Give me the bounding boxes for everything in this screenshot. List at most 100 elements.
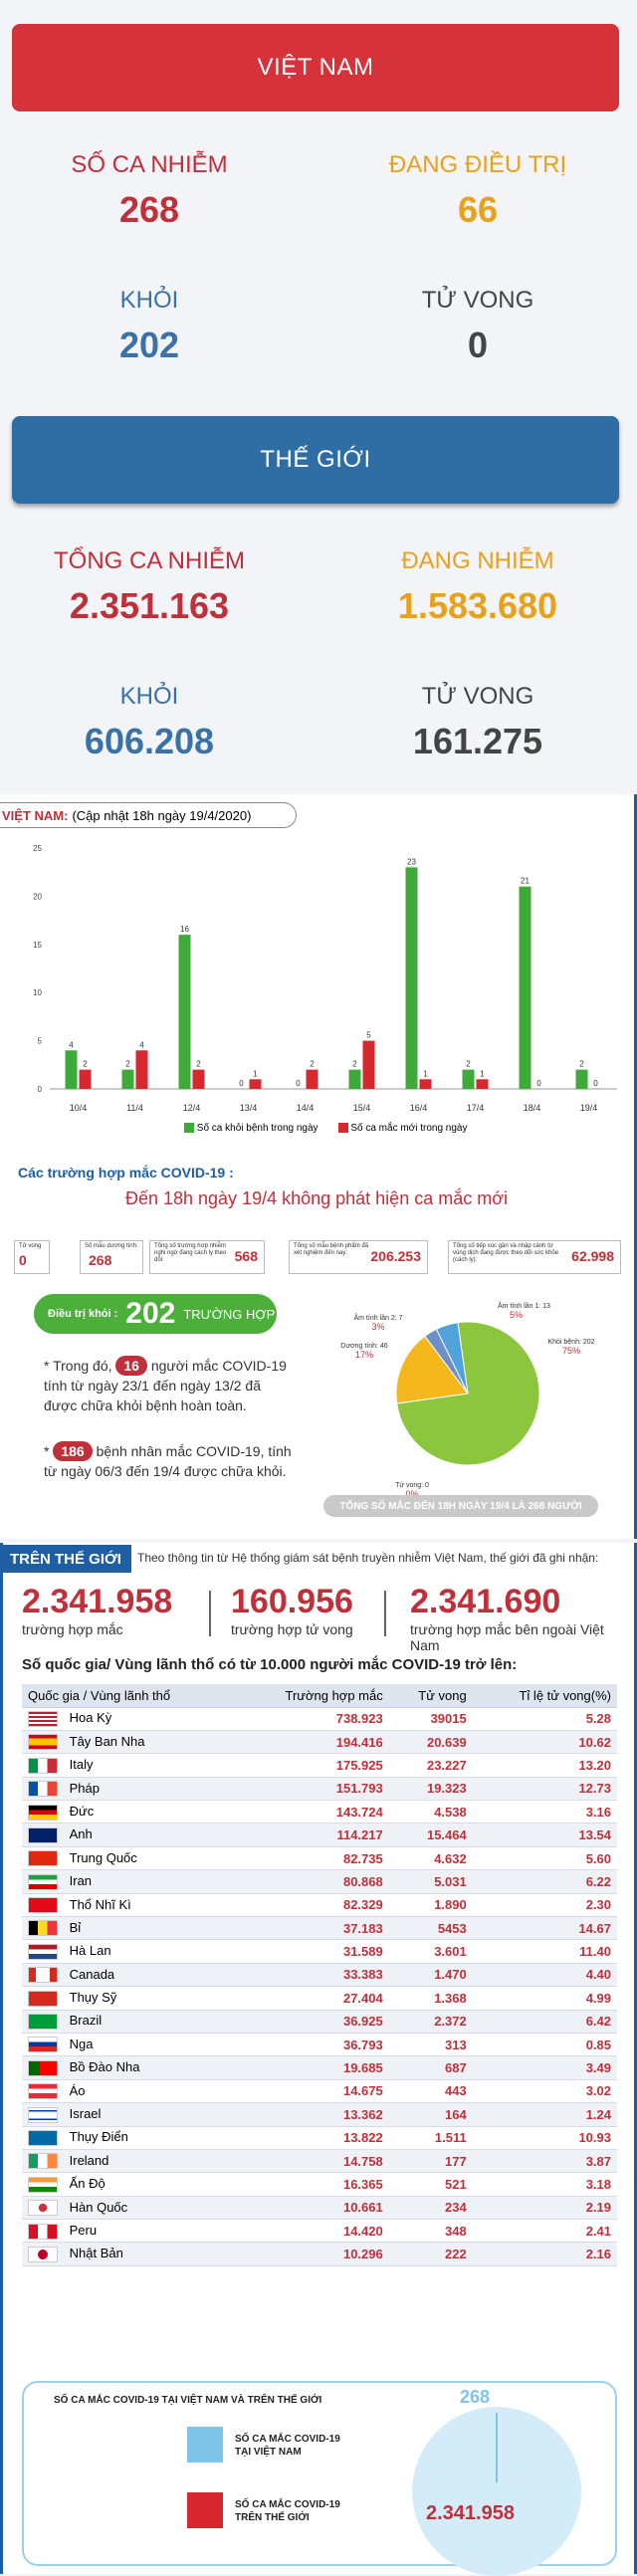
- country-name: Brazil: [69, 2013, 103, 2029]
- bar-data-label: 2: [352, 1060, 357, 1069]
- world-total-stat: TỔNG CA NHIỄM 2.351.163: [0, 547, 299, 627]
- pie-label: Khỏi bệnh: 202: [547, 1338, 594, 1346]
- table-row: Brazil 36.925 2.372 6.42: [22, 2010, 617, 2034]
- bar: [462, 1069, 475, 1089]
- deaths-cell: 1.890: [388, 1893, 473, 1918]
- table-row: Thổ Nhĩ Kì 82.329 1.890 2.30: [22, 1893, 617, 1918]
- country-name: Thụy Điển: [69, 2129, 128, 2145]
- x-tick-label: 14/4: [297, 1103, 315, 1113]
- stat-box-suspected: Tổng số trường hợp nhiễm nghi ngờ đang c…: [149, 1240, 265, 1274]
- pie-slice: [395, 1335, 469, 1404]
- world-swatch: [187, 2492, 223, 2528]
- flag-icon: [28, 2037, 58, 2053]
- vn-recovered-stat: KHỎI 202: [0, 287, 299, 366]
- world-big2-label: trường hợp tử vong: [231, 1621, 353, 1637]
- country-cell: Ấn Độ: [22, 2172, 237, 2197]
- legend-red: Số ca mắc mới trong ngày: [337, 1123, 468, 1134]
- pie-pct: 5%: [510, 1310, 523, 1320]
- country-cell: Thổ Nhĩ Kì: [22, 1893, 237, 1918]
- country-name: Hà Lan: [69, 1943, 111, 1959]
- country-cell: Đức: [22, 1800, 237, 1825]
- note1-pill: 16: [115, 1356, 147, 1376]
- cases-cell: 14.758: [236, 2149, 389, 2174]
- cases-cell: 36.793: [236, 2033, 389, 2057]
- chart-legend: Số ca khỏi bệnh trong ngày Số ca mắc mới…: [184, 1123, 468, 1134]
- recovery-note-2: * 186 bệnh nhân mắc COVID-19, tính từ ng…: [44, 1441, 292, 1479]
- flag-icon: [28, 1850, 58, 1867]
- world-big3-label: trường hợp mắc bên ngoài Việt Nam: [410, 1621, 604, 1653]
- deaths-cell: 39015: [388, 1707, 473, 1731]
- bar-data-label: 1: [423, 1069, 428, 1078]
- flag-icon: [28, 1920, 58, 1937]
- flag-icon: [28, 2223, 58, 2240]
- pie-label: Dương tính: 46: [340, 1343, 388, 1350]
- flag-icon: [28, 1781, 58, 1798]
- rate-cell: 2.41: [472, 2219, 617, 2244]
- deaths-cell: 4.632: [388, 1846, 473, 1871]
- country-name: Nga: [69, 2036, 94, 2051]
- country-name: Hàn Quốc: [69, 2199, 128, 2215]
- bar: [121, 1069, 134, 1089]
- flag-icon: [28, 2083, 58, 2100]
- table-header-row: Quốc gia / Vùng lãnh thổ Trường hợp mắc …: [22, 1684, 617, 1708]
- x-tick-label: 11/4: [126, 1103, 143, 1113]
- deaths-cell: 164: [388, 2102, 473, 2127]
- deaths-cell: 313: [388, 2033, 473, 2057]
- rate-cell: 3.87: [472, 2149, 617, 2174]
- stat-box-label: Số mẫu dương tính:: [85, 1243, 138, 1249]
- country-name: Hoa Kỳ: [69, 1710, 112, 1726]
- recovery-unit: TRƯỜNG HỢP: [183, 1306, 276, 1322]
- vn-recovered-label: KHỎI: [119, 287, 179, 314]
- cases-cell: 13.822: [236, 2126, 389, 2150]
- table-row: Iran 80.868 5.031 6.22: [22, 1869, 617, 1894]
- vn-cases-label: SỐ CA NHIỄM: [71, 151, 228, 178]
- pie-pct: 0%: [405, 1489, 418, 1499]
- vn-cases-value: 268: [118, 189, 180, 230]
- vn-tag-text: (Cập nhật 18h ngày 19/4/2020): [72, 807, 252, 823]
- country-cell: Hoa Kỳ: [22, 1707, 237, 1731]
- table-row: Italy 175.925 23.227 13.20: [22, 1753, 617, 1778]
- country-cell: Ireland: [22, 2149, 237, 2174]
- stat-box-value: 268: [89, 1252, 112, 1268]
- country-name: Trung Quốc: [69, 1849, 137, 1865]
- rate-cell: 3.16: [472, 1800, 617, 1825]
- legend-green-label: Số ca khỏi bệnh trong ngày: [196, 1123, 318, 1134]
- vn-cases-stat: SỐ CA NHIỄM 268: [0, 151, 299, 231]
- rate-cell: 3.49: [472, 2055, 617, 2080]
- y-tick-label: 10: [33, 988, 42, 997]
- country-name: Iran: [69, 1873, 93, 1889]
- cases-cell: 82.735: [236, 1846, 389, 1871]
- legend-green: Số ca khỏi bệnh trong ngày: [184, 1123, 318, 1134]
- table-row: Nga 36.793 313 0.85: [22, 2033, 617, 2057]
- world-comparison-value: 2.341.958: [426, 2502, 515, 2524]
- table-row: Pháp 151.793 19.323 12.73: [22, 1777, 617, 1802]
- vn-treating-value: 66: [457, 189, 499, 230]
- x-tick-label: 18/4: [524, 1103, 541, 1113]
- table-row: Hà Lan 31.589 3.601 11.40: [22, 1939, 617, 1964]
- world-header: THẾ GIỚI: [12, 416, 619, 504]
- country-cell: Nga: [22, 2033, 237, 2057]
- flag-icon: [28, 2106, 58, 2123]
- country-name: Italy: [69, 1757, 94, 1773]
- country-name: Tây Ban Nha: [69, 1733, 145, 1749]
- stat-box-label: Tổng số trường hợp nhiễm nghi ngờ đang c…: [154, 1243, 227, 1263]
- stat-box-deaths: Tử vong 0: [14, 1240, 50, 1274]
- bar-data-label: 21: [521, 877, 530, 886]
- cases-cell: 36.925: [236, 2010, 389, 2034]
- deaths-cell: 19.323: [388, 1777, 473, 1802]
- stat-box-label: Tử vong: [19, 1243, 42, 1249]
- pie-pct: 3%: [371, 1322, 384, 1332]
- bar: [65, 1050, 78, 1089]
- cases-cell: 82.329: [236, 1893, 389, 1918]
- stat-box-tested: Tổng số mẫu bệnh phẩm đã xét nghiệm đến …: [289, 1240, 428, 1274]
- rate-cell: 13.20: [472, 1753, 617, 1778]
- country-name: Bồ Đào Nha: [69, 2059, 140, 2075]
- pie-label: Âm tính lần 2: 7: [353, 1313, 402, 1322]
- cases-cell: 143.724: [236, 1800, 389, 1825]
- legend-red-label: Số ca mắc mới trong ngày: [350, 1123, 468, 1134]
- vn-recovered-value: 202: [118, 324, 180, 365]
- deaths-cell: 4.538: [388, 1800, 473, 1825]
- stat-box-isolated: Tổng số tiếp xúc gần và nhập cảnh từ vùn…: [448, 1240, 621, 1274]
- deaths-cell: 1.511: [388, 2126, 473, 2150]
- country-name: Áo: [69, 2082, 86, 2098]
